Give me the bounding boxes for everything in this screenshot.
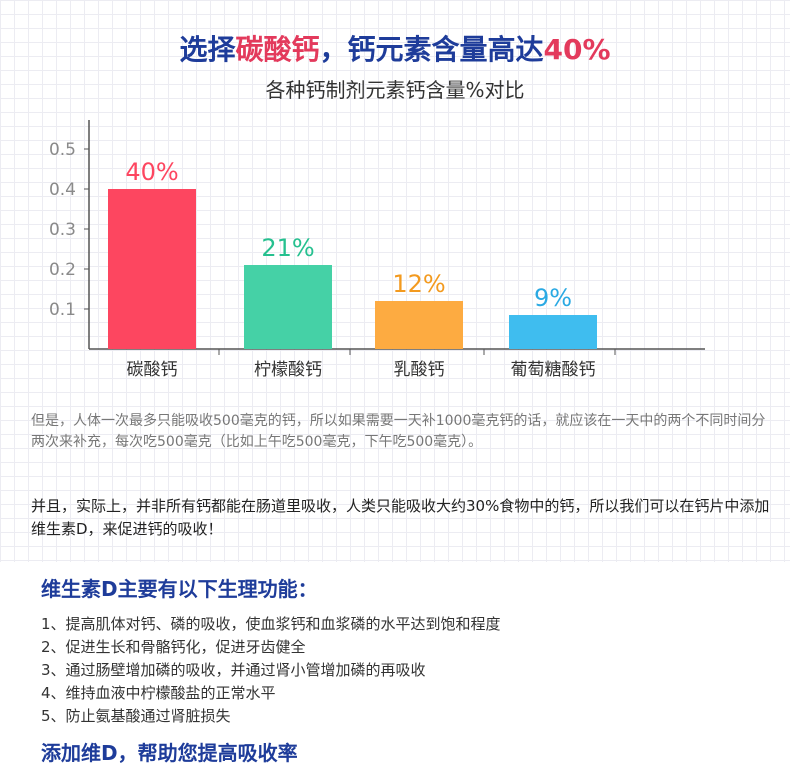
- bar-4: [509, 315, 597, 349]
- vitamin-d-section: 维生素D主要有以下生理功能： 1、提高肌体对钙、磷的吸收，使血浆钙和血浆磷的水平…: [0, 562, 790, 779]
- bar-1: [108, 189, 196, 349]
- data-label: 12%: [392, 270, 445, 298]
- x-tick-label: 柠檬酸钙: [254, 360, 322, 380]
- title-highlight-calcium-carbonate: 碳酸钙: [235, 33, 320, 66]
- y-tick-label: 0.3: [49, 220, 76, 240]
- title-prefix: 选择: [179, 33, 236, 66]
- x-tick-label: 碳酸钙: [127, 360, 178, 380]
- list-item: 3、通过肠壁增加磷的吸收，并通过肾小管增加磷的再吸收: [41, 661, 426, 679]
- x-tick-label: 葡萄糖酸钙: [511, 360, 596, 380]
- page-title: 选择碳酸钙，钙元素含量高达40%: [0, 28, 790, 68]
- data-label: 40%: [125, 158, 178, 186]
- data-label: 21%: [261, 234, 314, 262]
- absorption-note: 但是，人体一次最多只能吸收500毫克的钙，所以如果需要一天补1000毫克钙的话，…: [31, 413, 766, 450]
- vitamin-d-title: 维生素D主要有以下生理功能：: [41, 577, 318, 601]
- bar-3: [375, 301, 463, 349]
- vitamin-d-list: 1、提高肌体对钙、磷的吸收，使血浆钙和血浆磷的水平达到饱和程度 2、促进生长和骨…: [41, 613, 501, 728]
- x-tick-label: 乳酸钙: [394, 360, 445, 380]
- list-item: 1、提高肌体对钙、磷的吸收，使血浆钙和血浆磷的水平达到饱和程度: [41, 615, 501, 633]
- list-item: 5、防止氨基酸通过肾脏损失: [41, 707, 231, 725]
- y-tick-label: 0.1: [49, 300, 76, 320]
- title-highlight-percent: 40%: [543, 33, 611, 66]
- y-tick-label: 0.2: [49, 260, 76, 280]
- list-item: 2、促进生长和骨骼钙化，促进牙齿健全: [41, 638, 306, 656]
- bar-chart: 0.1 0.2 0.3 0.4 0.5 40% 碳酸钙 21% 柠檬酸钙 12% 乳酸钙 9% 葡萄糖酸…: [49, 120, 705, 380]
- title-middle: ，钙元素含量高达: [319, 33, 544, 66]
- vitamin-d-note: 并且，实际上，并非所有钙都能在肠道里吸收，人类只能吸收大约30%食物中的钙，所以…: [31, 497, 770, 538]
- data-label: 9%: [534, 284, 572, 312]
- list-item: 4、维持血液中柠檬酸盐的正常水平: [41, 684, 276, 702]
- vitamin-d-footer: 添加维D，帮助您提高吸收率: [41, 741, 298, 765]
- bar-2: [244, 265, 332, 349]
- chart-subtitle: 各种钙制剂元素钙含量%对比: [265, 78, 525, 102]
- y-tick-label: 0.4: [49, 180, 76, 200]
- y-tick-label: 0.5: [49, 140, 76, 160]
